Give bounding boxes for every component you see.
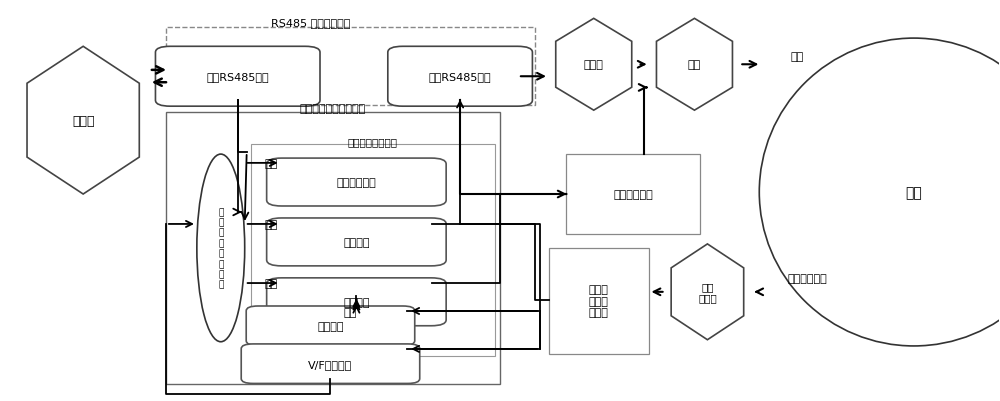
Ellipse shape (197, 155, 245, 342)
Text: 第二RS485串口: 第二RS485串口 (429, 72, 491, 82)
Polygon shape (556, 19, 632, 111)
Text: 判断单元: 判断单元 (317, 321, 344, 331)
Text: 刹车: 刹车 (344, 307, 357, 317)
Bar (549, 248, 649, 354)
FancyBboxPatch shape (267, 278, 446, 326)
Text: 主控机: 主控机 (72, 114, 94, 128)
Bar (566, 155, 700, 234)
Text: RS485 串口通讯模块: RS485 串口通讯模块 (271, 18, 350, 28)
FancyBboxPatch shape (246, 306, 415, 346)
Text: 电机: 电机 (688, 60, 701, 70)
Text: 机架三级变速控制: 机架三级变速控制 (347, 137, 397, 146)
Text: 机架标零单元: 机架标零单元 (337, 178, 376, 188)
Text: 变频器: 变频器 (584, 60, 604, 70)
Text: 标零: 标零 (264, 158, 277, 168)
Bar (251, 145, 495, 356)
Bar (166, 113, 500, 384)
FancyBboxPatch shape (388, 47, 532, 107)
Text: 机架: 机架 (905, 186, 922, 200)
Text: 驱动: 驱动 (791, 52, 804, 62)
Ellipse shape (759, 39, 1000, 346)
Text: 光电
编码器: 光电 编码器 (698, 282, 717, 303)
Text: V/F输出单元: V/F输出单元 (308, 359, 353, 369)
Text: 机架旋转精确控制模块: 机架旋转精确控制模块 (299, 104, 366, 114)
Text: 第一RS485串口: 第一RS485串口 (206, 72, 269, 82)
Text: 变频单元: 变频单元 (343, 237, 370, 247)
Text: 旋转: 旋转 (264, 219, 277, 229)
Polygon shape (27, 47, 139, 194)
Text: 主
机
命
令
响
应
单
元: 主 机 命 令 响 应 单 元 (218, 207, 223, 289)
Text: 光电编
码器解
析模块: 光电编 码器解 析模块 (589, 284, 609, 318)
FancyBboxPatch shape (241, 344, 420, 383)
Text: 机架位置信息: 机架位置信息 (787, 273, 827, 283)
Text: 刹车单元: 刹车单元 (343, 297, 370, 307)
FancyBboxPatch shape (267, 219, 446, 266)
Text: 刹车: 刹车 (264, 278, 277, 288)
Text: 电机刹车模块: 电机刹车模块 (613, 190, 653, 200)
Bar (166, 28, 535, 106)
FancyBboxPatch shape (267, 159, 446, 207)
FancyBboxPatch shape (155, 47, 320, 107)
Polygon shape (671, 244, 744, 340)
Polygon shape (656, 19, 732, 111)
